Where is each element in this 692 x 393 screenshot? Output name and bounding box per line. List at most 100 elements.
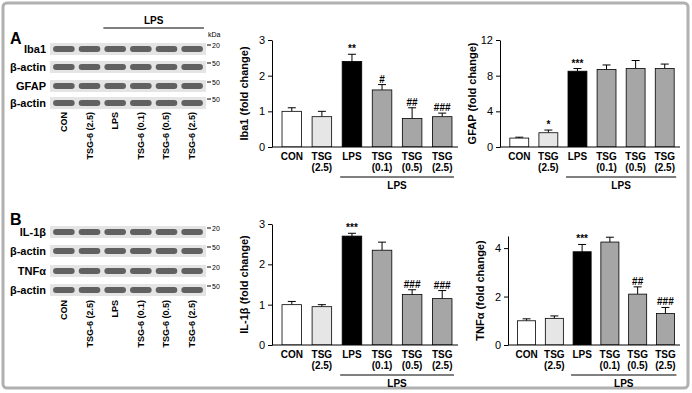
x-tick-label: LPS [568,151,588,162]
x-axis: CONTSG(2.5)LPSTSG(0.1)TSG(0.5)TSG(2.5) [508,345,680,371]
y-axis-title: GFAP (fold change) [466,42,478,144]
y-tick: 4 [495,242,508,254]
marker-label: 50 [212,96,220,103]
error-bar-stem [382,85,383,90]
plot-area [510,61,674,147]
category-group-line [340,375,454,376]
blot-row-label: TNFα [18,265,46,277]
blot-band [181,46,203,52]
y-tick: 0 [495,339,508,351]
bar [432,117,452,147]
y-tick-mark [496,111,500,112]
x-tick-label: CON [508,151,530,162]
x-tick-label: TSG(2.5) [655,349,676,371]
x-tick-label: LPS [342,151,362,162]
category-group-line [566,177,676,178]
marker-label: 50 [212,60,220,67]
blot-strip [50,245,206,257]
x-axis-line [508,345,680,346]
blot-band [181,83,203,89]
y-tick: 3 [259,218,272,230]
error-bar [348,233,356,236]
marker-tick [207,99,211,100]
blot-band [156,46,178,52]
blot: Iba120β-actin50GFAP50β-actin50kDaCONTSG-… [10,15,221,160]
x-tick-label-line: (0.1) [600,360,621,371]
lane-group-label: LPS [144,15,164,26]
x-tick-label-line: TSG [627,349,648,360]
x-tick-label: TSG(2.5) [312,349,333,371]
marker-tick [207,267,211,268]
blot-strip [50,61,206,73]
y-tick: 1 [259,105,272,117]
y-tick-mark [268,147,272,148]
significance-label: * [546,119,550,130]
y-tick-mark [268,345,272,346]
y-tick-label: 4 [487,105,493,117]
x-tick-label-line: (0.5) [402,162,423,173]
x-tick: TSG(2.5) [432,151,453,173]
significance-label: ### [434,102,451,113]
y-tick-mark [268,305,272,306]
category-group-label: LPS [387,180,407,191]
error-bar-stem [582,244,583,251]
blot-band [53,64,75,70]
blot-band [156,83,178,89]
lane-label: CON [59,300,69,320]
marker-tick [207,63,211,64]
blot-band [53,83,75,89]
error-bar-cap [288,301,296,302]
blot-strip [50,284,206,296]
blot-band [181,229,203,235]
error-bar [288,108,296,112]
marker-label: 20 [212,264,220,271]
x-tick-label-line: (2.5) [655,360,676,371]
blot-band [104,248,126,254]
figure: ABIba120β-actin50GFAP50β-actin50kDaCONTS… [0,0,692,393]
error-bar [544,130,552,133]
y-axis-title: IL-1β (fold change) [238,235,250,334]
blot-band [53,248,75,254]
plot-area [282,233,452,345]
x-tick-label-line: (0.1) [596,162,617,173]
x-tick-label-line: TSG [312,349,333,360]
x-tick-label-line: TSG [596,151,617,162]
category-group-label: LPS [614,378,634,389]
x-tick-label-line: LPS [342,349,362,360]
x-tick-label-line: (2.5) [312,360,333,371]
x-tick: LPS [572,349,592,360]
x-tick-label-line: (0.5) [627,360,648,371]
category-group-label: LPS [387,378,407,389]
blot-band [79,268,101,274]
error-bar [318,111,326,116]
x-tick: TSG(0.5) [402,349,423,371]
blot-band [79,248,101,254]
bar [597,69,616,147]
bar [626,69,645,147]
marker-label: 50 [212,79,220,86]
blot-band [104,83,126,89]
significance-label: ### [657,296,674,307]
x-tick-label-line: TSG [372,151,393,162]
error-bar-stem [412,290,413,295]
significance-label: *** [576,233,588,244]
blot-band [130,268,152,274]
y-tick-mark [504,248,508,249]
bar-chart: 0123CONTSG(2.5)LPSTSG(0.1)TSG(0.5)TSG(2.… [238,34,458,191]
blot-band [130,83,152,89]
error-bar [634,287,642,294]
error-bar-stem [291,108,292,112]
error-bar [408,108,416,119]
category-group-line [571,375,676,376]
bar-chart: 024CONTSG(2.5)LPSTSG(0.1)TSG(0.5)TSG(2.5… [474,233,680,389]
blot-band [53,46,75,52]
x-tick-label-line: (0.5) [402,360,423,371]
x-tick-label-line: (0.5) [625,162,646,173]
blot-band [156,64,178,70]
lane-label: TSG-6 (2.5) [85,300,95,348]
bar [312,117,332,147]
blot-row-label: β-actin [10,61,46,73]
blot-band [104,268,126,274]
y-tick-label: 3 [259,34,265,46]
bar [656,314,674,345]
